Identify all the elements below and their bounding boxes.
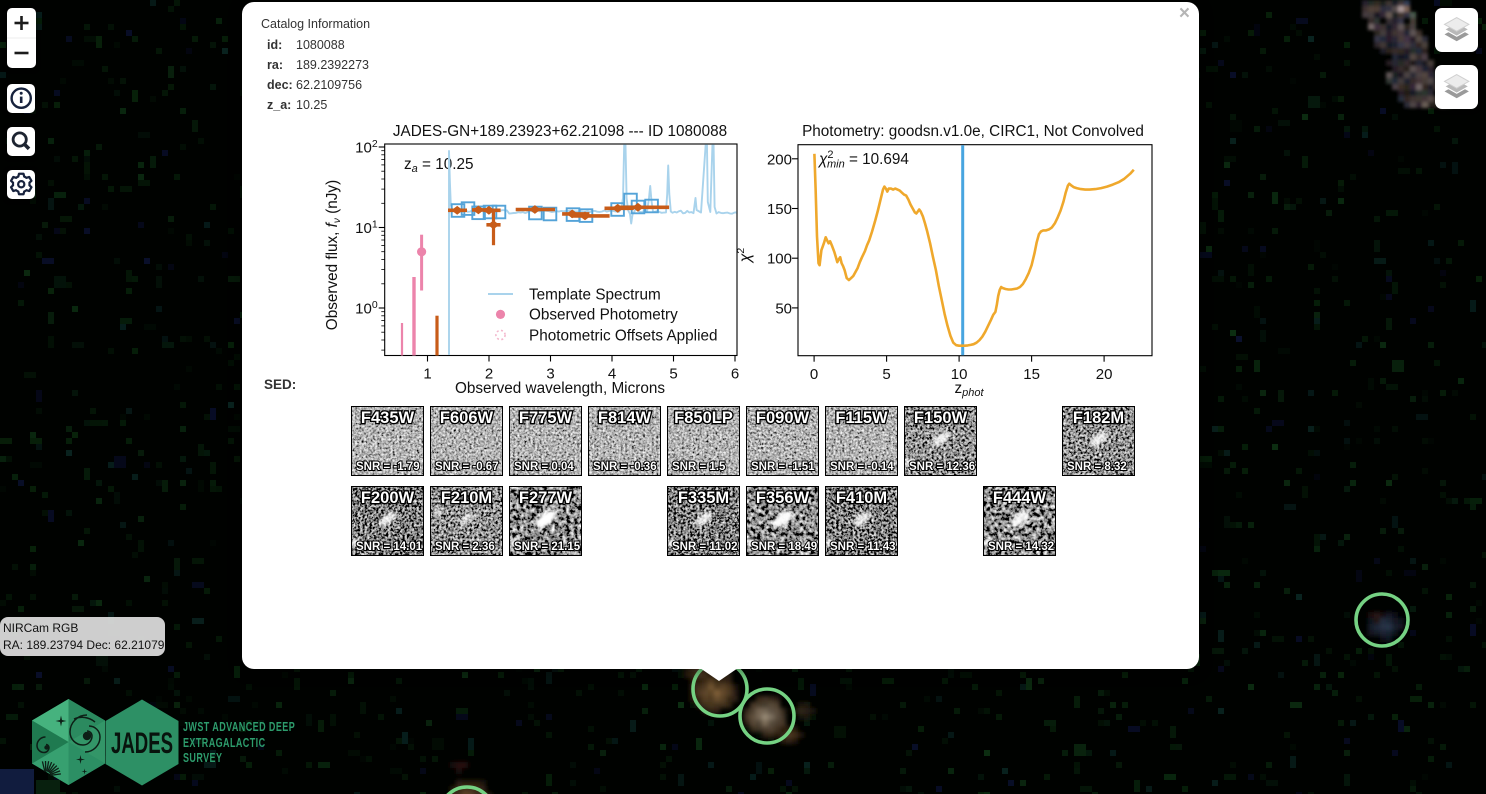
svg-text:5: 5 <box>882 366 890 383</box>
svg-text:200: 200 <box>767 151 792 168</box>
svg-text:F435W: F435W <box>361 409 415 427</box>
svg-text:102: 102 <box>355 138 378 157</box>
svg-text:20: 20 <box>1096 366 1113 383</box>
svg-text:Template Spectrum: Template Spectrum <box>529 286 661 303</box>
svg-text:SNR = -1.79: SNR = -1.79 <box>356 461 420 473</box>
svg-text:F356W: F356W <box>756 489 810 507</box>
svg-text:EXTRAGALACTIC: EXTRAGALACTIC <box>183 737 266 751</box>
svg-text:za = 10.25: za = 10.25 <box>404 156 474 175</box>
svg-text:SNR = 8.32: SNR = 8.32 <box>1067 461 1127 473</box>
svg-text:SNR = 2.36: SNR = 2.36 <box>435 541 495 553</box>
svg-text:JADES-GN+189.23923+62.21098 --: JADES-GN+189.23923+62.21098 --- ID 10800… <box>393 123 727 140</box>
svg-text:4: 4 <box>608 366 616 383</box>
svg-text:SNR = 14.01: SNR = 14.01 <box>356 541 423 553</box>
svg-text:F277W: F277W <box>519 489 573 507</box>
svg-text:F090W: F090W <box>756 409 810 427</box>
svg-text:SNR = 14.32: SNR = 14.32 <box>988 541 1054 553</box>
svg-text:100: 100 <box>767 251 792 268</box>
svg-text:100: 100 <box>355 299 378 318</box>
svg-text:F775W: F775W <box>519 409 573 427</box>
svg-text:Photometry: goodsn.v1.0e, CIRC: Photometry: goodsn.v1.0e, CIRC1, Not Con… <box>802 123 1144 140</box>
svg-text:2: 2 <box>485 366 493 383</box>
svg-text:SNR = 18.49: SNR = 18.49 <box>751 541 817 553</box>
svg-text:6: 6 <box>731 366 739 383</box>
svg-text:SNR = -0.67: SNR = -0.67 <box>435 461 499 473</box>
svg-text:F444W: F444W <box>993 489 1047 507</box>
svg-text:JADES: JADES <box>111 727 173 761</box>
svg-text:150: 150 <box>767 201 792 218</box>
svg-text:SURVEY: SURVEY <box>183 752 223 766</box>
svg-text:Observed wavelength, Microns: Observed wavelength, Microns <box>455 380 665 397</box>
svg-text:50: 50 <box>775 300 792 317</box>
svg-text:Observed Photometry: Observed Photometry <box>529 307 678 324</box>
svg-text:zphot: zphot <box>954 380 984 399</box>
svg-text:1: 1 <box>423 366 431 383</box>
svg-text:F115W: F115W <box>835 409 888 427</box>
svg-text:χ2: χ2 <box>735 248 754 265</box>
svg-text:F150W: F150W <box>914 409 968 427</box>
svg-text:JWST ADVANCED DEEP: JWST ADVANCED DEEP <box>183 721 295 735</box>
svg-text:SNR = -0.14: SNR = -0.14 <box>830 461 894 473</box>
svg-text:SNR = 21.15: SNR = 21.15 <box>514 541 581 553</box>
svg-text:SNR = 12.36: SNR = 12.36 <box>909 461 975 473</box>
svg-text:SNR = 1.5: SNR = 1.5 <box>672 461 726 473</box>
svg-text:SNR = 11.02: SNR = 11.02 <box>672 541 738 553</box>
svg-text:F410M: F410M <box>836 489 887 507</box>
svg-text:F606W: F606W <box>440 409 494 427</box>
svg-text:F210M: F210M <box>441 489 492 507</box>
svg-text:F200W: F200W <box>361 489 415 507</box>
svg-text:101: 101 <box>355 219 378 238</box>
svg-text:F182M: F182M <box>1073 409 1124 427</box>
svg-text:SED:: SED: <box>264 377 296 392</box>
svg-text:Photometric Offsets Applied: Photometric Offsets Applied <box>529 327 717 344</box>
svg-text:3: 3 <box>546 366 554 383</box>
svg-text:F814W: F814W <box>598 409 652 427</box>
svg-text:SNR = -0.36: SNR = -0.36 <box>593 461 657 473</box>
svg-text:10: 10 <box>951 366 968 383</box>
svg-text:SNR = 0.04: SNR = 0.04 <box>514 461 574 473</box>
svg-text:0: 0 <box>810 366 818 383</box>
svg-text:Observed flux, fν (nJy): Observed flux, fν (nJy) <box>324 180 343 330</box>
svg-text:SNR = -1.51: SNR = -1.51 <box>751 461 815 473</box>
svg-text:F850LP: F850LP <box>674 409 733 427</box>
svg-text:SNR = 11.43: SNR = 11.43 <box>830 541 896 553</box>
svg-text:5: 5 <box>669 366 677 383</box>
svg-text:15: 15 <box>1023 366 1040 383</box>
svg-text:F335M: F335M <box>678 489 729 507</box>
